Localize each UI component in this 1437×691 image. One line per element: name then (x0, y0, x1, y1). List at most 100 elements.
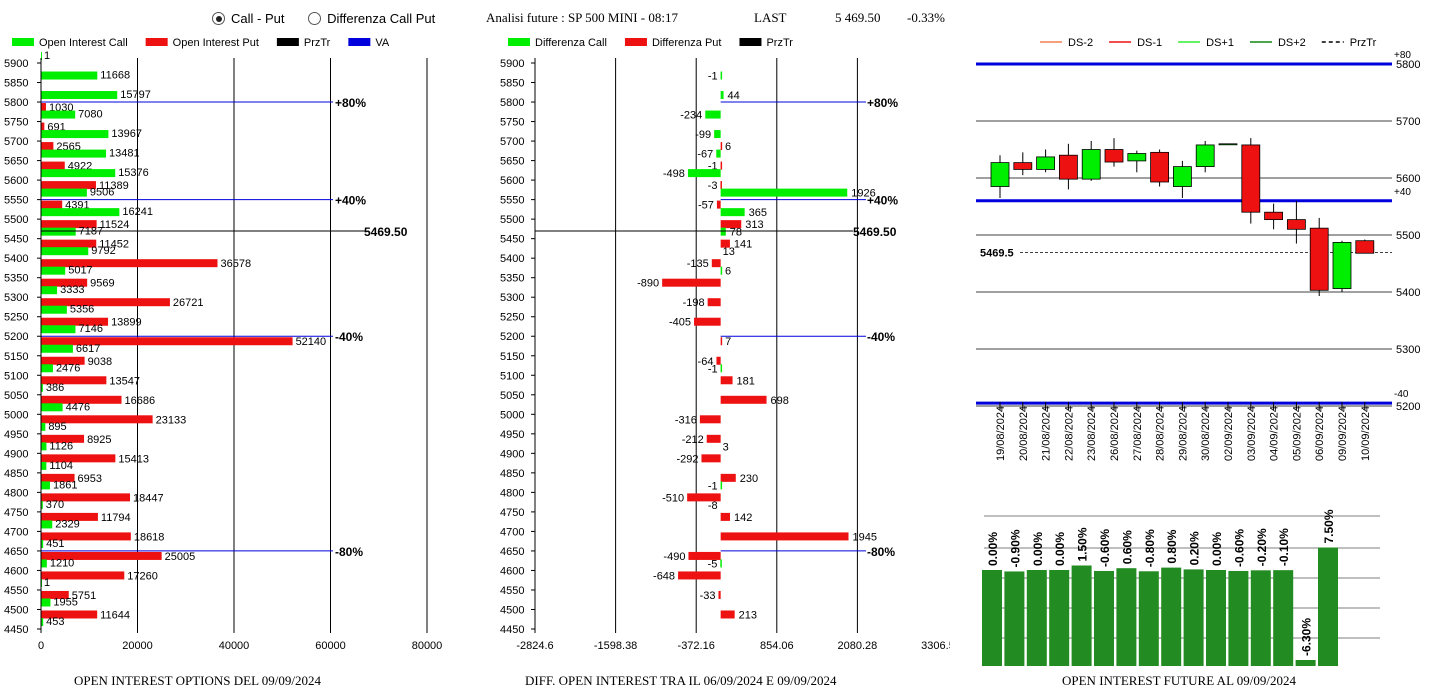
y-tick-label: 4700 (500, 526, 524, 538)
radio-differenza[interactable]: Differenza Call Put (308, 11, 435, 26)
x-tick-label: 03/09/2024 (1246, 406, 1258, 461)
call-value-label: 1210 (50, 557, 74, 569)
diff-call-bar-label: 44 (728, 90, 740, 102)
y-tick-label: 5750 (500, 117, 524, 129)
diff-call-bar (720, 71, 723, 80)
radio-call-put[interactable]: Call - Put (212, 11, 284, 26)
put-value-label: 13899 (111, 317, 142, 329)
oi-future-bar (1071, 565, 1092, 666)
va-label: -40% (867, 330, 895, 344)
call-value-label: 9792 (91, 245, 115, 257)
legend-swatch (12, 38, 34, 46)
options-open-interest-chart: Open Interest Call Open Interest Put PrzTr… (4, 37, 442, 652)
view-mode-radio-group: Call - Put Differenza Call Put (212, 11, 455, 28)
put-value-label: 23133 (156, 414, 187, 426)
diff-extra-label: 13 (723, 246, 735, 258)
call-value-label: 9506 (90, 187, 114, 199)
diff-call-bar (720, 188, 848, 197)
x-tick-label: 40000 (219, 640, 250, 652)
call-value-label: 15376 (118, 167, 149, 179)
call-value-label: 895 (48, 421, 66, 433)
price-label: 5469.50 (853, 225, 897, 239)
call-bar (41, 383, 43, 392)
call-value-label: 451 (46, 538, 64, 550)
header-title: Analisi future : SP 500 MINI - 08:17 (486, 10, 678, 25)
candle-body (1036, 156, 1055, 170)
legend-label: DS+1 (1206, 37, 1234, 49)
put-value-label: 15413 (118, 453, 149, 465)
y-tick-label: 5500 (500, 214, 524, 226)
diff-put-bar-label: -135 (687, 258, 709, 270)
diff-call-bar-label: -5 (708, 558, 718, 570)
candle-body (1218, 143, 1238, 146)
band-label: +80 (1394, 50, 1411, 61)
y-tick-label: 5200 (4, 331, 28, 343)
put-bar (41, 259, 218, 268)
put-value-label: 5751 (72, 590, 96, 602)
y-tick-label: 5050 (4, 390, 28, 402)
candle-body (1081, 149, 1101, 180)
put-value-label: 17260 (127, 570, 158, 582)
put-value-label: 11389 (99, 180, 129, 192)
y-tick-label: 4750 (4, 507, 28, 519)
put-bar (41, 220, 97, 229)
y-tick-label: 4450 (500, 624, 524, 636)
y-tick-label: 5450 (500, 234, 524, 246)
y-tick-label: 5900 (4, 58, 28, 70)
oi-future-bar (1116, 568, 1137, 666)
put-bar (41, 512, 98, 521)
oi-future-label: -0.60% (1232, 529, 1246, 567)
legend-label: VA (375, 37, 390, 49)
diff-put-bar (720, 142, 723, 151)
x-tick-label: 10/09/2024 (1360, 406, 1372, 461)
diff-put-bar-label: -490 (663, 551, 685, 563)
chart2-footer: DIFF. OPEN INTEREST TRA IL 06/09/2024 E … (525, 673, 837, 688)
oi-future-bar (982, 570, 1002, 666)
oi-future-label: 0.00% (1031, 532, 1045, 566)
put-value-label: 26721 (173, 297, 204, 309)
y-tick-label: 4650 (500, 546, 524, 558)
candle-body (990, 162, 1010, 187)
diff-call-bar-label: -498 (663, 168, 685, 180)
x-tick-label: 21/08/2024 (1041, 406, 1053, 461)
call-value-label: 5356 (70, 304, 94, 316)
call-bar (41, 169, 116, 178)
diff-put-bar (707, 298, 721, 307)
candle-body (1172, 166, 1192, 187)
last-value: 5 469.50 (835, 10, 881, 25)
call-value-label: 1955 (53, 596, 77, 608)
diff-put-bar-label: -198 (683, 297, 705, 309)
y-tick-label: 4950 (4, 429, 28, 441)
y-tick-label: 5800 (4, 97, 28, 109)
x-tick-label: 30/08/2024 (1200, 406, 1212, 461)
diff-call-bar (720, 266, 723, 275)
oi-future-label: 0.20% (1188, 531, 1202, 565)
x-tick-label: 3306.5 (921, 640, 950, 652)
radio-unselected-icon (308, 12, 322, 25)
diff-put-bar-label: 230 (740, 473, 758, 485)
diff-put-bar (699, 415, 721, 424)
last-change: -0.33% (907, 10, 945, 25)
diff-put-bar (720, 376, 733, 385)
x-tick-label: 28/08/2024 (1155, 406, 1167, 461)
y-tick-label: 5000 (4, 409, 28, 421)
call-value-label: 7080 (78, 109, 102, 121)
put-value-label: 11452 (99, 239, 129, 251)
va-label: +80% (335, 96, 366, 110)
y-tick-label: 4950 (500, 429, 524, 441)
y-tick-label: 5850 (4, 78, 28, 90)
y-tick-label: 5250 (4, 312, 28, 324)
va-label: -80% (335, 545, 363, 559)
put-value-label: 8925 (87, 434, 111, 446)
y-tick-label: 5250 (500, 312, 524, 324)
call-value-label: 1861 (53, 479, 77, 491)
legend-label: PrzTr (766, 37, 793, 49)
diff-call-bar-label: -1 (708, 71, 718, 83)
diff-put-bar-label: 213 (739, 609, 757, 621)
y-tick-label: 5100 (4, 370, 28, 382)
oi-future-bar (1161, 567, 1182, 666)
diff-open-interest-chart: Differenza Call Differenza Put PrzTr -2824.… (500, 37, 950, 652)
put-bar (41, 122, 45, 131)
y-tick-label: 5150 (500, 351, 524, 363)
last-label: LAST (754, 10, 787, 25)
